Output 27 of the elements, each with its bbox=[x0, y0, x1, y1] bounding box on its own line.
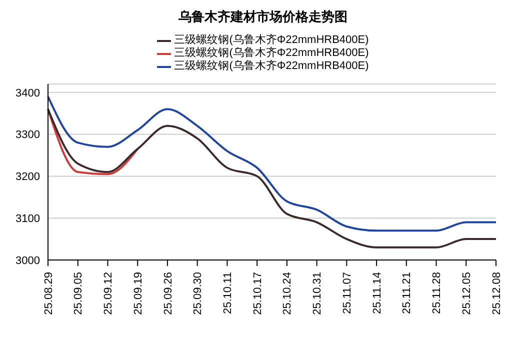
y-tick-label: 3300 bbox=[16, 129, 40, 142]
x-tick-label: 25.09.05 bbox=[72, 272, 85, 315]
x-tick-label: 25.10.11 bbox=[222, 272, 234, 314]
x-tick-label: 25.11.28 bbox=[431, 272, 444, 314]
x-tick-label: 25.11.21 bbox=[401, 272, 414, 314]
x-tick-label: 25.08.29 bbox=[42, 272, 55, 315]
x-tick-label: 25.09.19 bbox=[132, 272, 144, 315]
legend-label: 三级螺纹钢(乌鲁木齐Φ22mmHRB400E) bbox=[174, 47, 369, 60]
chart-title: 乌鲁木齐建材市场价格走势图 bbox=[178, 8, 348, 26]
y-tick-label: 3000 bbox=[16, 254, 40, 267]
line-series bbox=[47, 96, 497, 232]
x-tick-label: 25.09.12 bbox=[102, 272, 115, 315]
x-tick-label: 25.09.26 bbox=[162, 272, 174, 315]
x-tick-label: 25.12.05 bbox=[460, 272, 473, 315]
x-tick-label: 25.11.07 bbox=[341, 272, 354, 314]
x-tick-label: 25.11.14 bbox=[371, 272, 384, 314]
x-tick-label: 25.09.30 bbox=[192, 272, 204, 315]
y-tick-label: 3200 bbox=[16, 171, 40, 184]
x-tick-label: 25.10.24 bbox=[282, 272, 294, 315]
y-tick-label: 3100 bbox=[16, 213, 40, 225]
line-series bbox=[47, 108, 497, 248]
x-tick-label: 25.12.08 bbox=[490, 272, 503, 315]
y-tick-label: 3400 bbox=[16, 87, 40, 100]
x-tick-label: 25.10.31 bbox=[312, 272, 324, 315]
legend-label: 三级螺纹钢(乌鲁木齐Φ22mmHRB400E) bbox=[174, 60, 369, 73]
x-tick-label: 25.10.17 bbox=[252, 272, 264, 315]
legend-label: 三级螺纹钢(乌鲁木齐Φ22mmHRB400E) bbox=[174, 34, 369, 46]
